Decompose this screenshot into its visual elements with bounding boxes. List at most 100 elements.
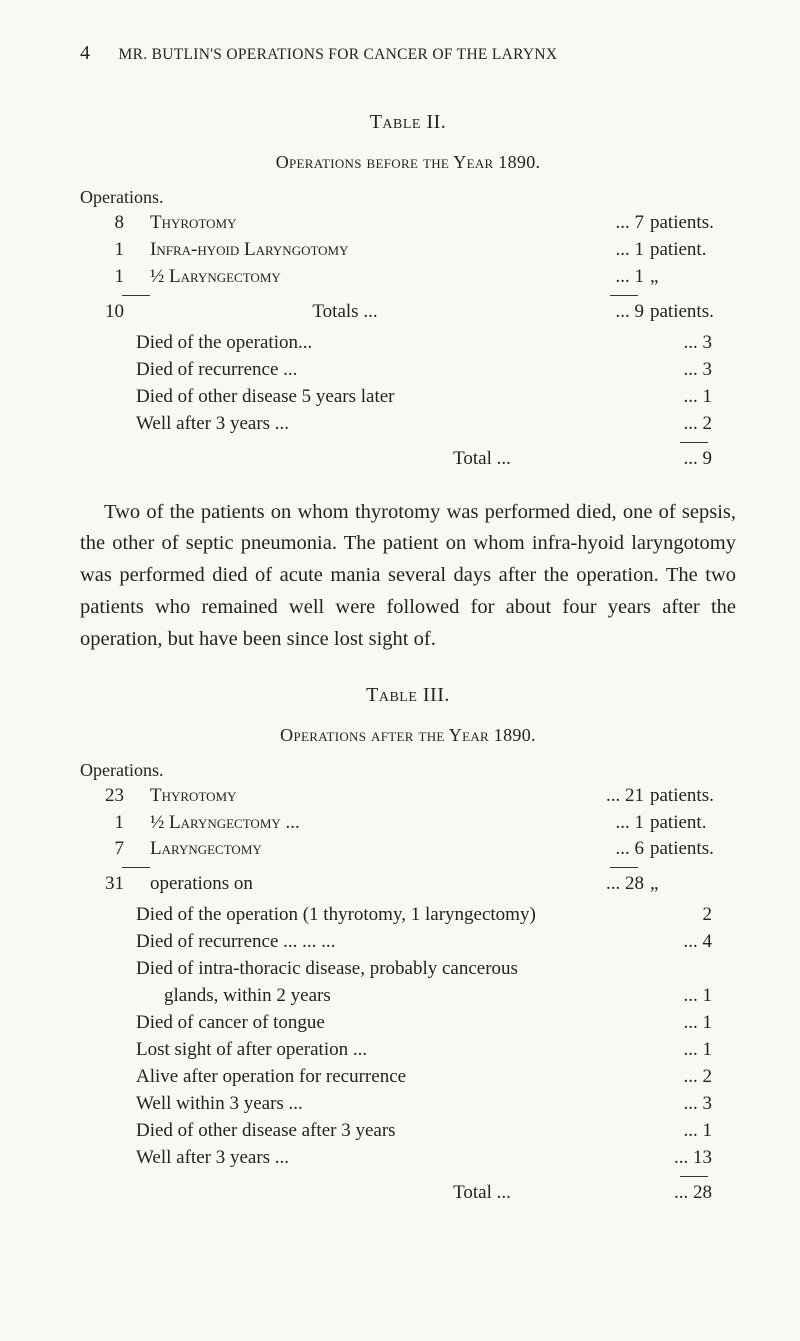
op-count: 23: [80, 783, 150, 810]
op-name: ½ Laryngectomy: [150, 264, 600, 291]
table2-subtitle: Operations before the Year 1890.: [80, 152, 736, 173]
totals-rn: ... 28: [600, 871, 644, 898]
running-head: MR. BUTLIN'S OPERATIONS FOR CANCER OF TH…: [119, 46, 558, 64]
op-result-n: ... 21: [600, 783, 644, 810]
totals-rw: „: [644, 871, 736, 898]
table3-subtitle: Operations after the Year 1890.: [80, 725, 736, 746]
total-label: Total ...: [136, 446, 668, 473]
op-result-w: patient.: [644, 810, 736, 837]
outcome-label: Died of other disease after 3 years: [136, 1118, 668, 1145]
op-result-w: „: [644, 264, 736, 291]
body-paragraph: Two of the patients on whom thyrotomy wa…: [80, 497, 736, 656]
outcome-n: ... 1: [668, 384, 712, 411]
op-name: Laryngectomy: [150, 836, 600, 863]
grand-total-row: Total ... ... 28: [80, 1180, 736, 1207]
outcome-label: Lost sight of after operation ...: [136, 1037, 668, 1064]
totals-rn: ... 9: [600, 299, 644, 326]
outcome-row: Died of intra-thoracic disease, probably…: [80, 956, 736, 983]
rule-pair: [80, 291, 736, 299]
op-result-n: ... 1: [600, 810, 644, 837]
op-result-w: patients.: [644, 210, 736, 237]
totals-rw: patients.: [644, 299, 736, 326]
table2-title: Table II.: [80, 111, 736, 134]
total-label: Total ...: [136, 1180, 668, 1207]
rule-pair: [80, 863, 736, 871]
page-number: 4: [80, 42, 91, 65]
outcome-row: Well after 3 years ... ... 2: [80, 411, 736, 438]
totals-n: 10: [80, 299, 150, 326]
outcome-label: Died of the operation (1 thyrotomy, 1 la…: [136, 902, 668, 929]
op-result-n: ... 7: [600, 210, 644, 237]
outcome-n: ... 1: [668, 1010, 712, 1037]
outcome-label: glands, within 2 years: [136, 983, 668, 1010]
outcome-row: Alive after operation for recurrence ...…: [80, 1064, 736, 1091]
op-name: Thyrotomy: [150, 210, 600, 237]
outcome-row: Died of the operation... ... 3: [80, 330, 736, 357]
outcome-n: 2: [668, 902, 712, 929]
outcome-label: Well after 3 years ...: [136, 1145, 668, 1172]
op-count: 8: [80, 210, 150, 237]
totals-row: 10 Totals ... ... 9 patients.: [80, 299, 736, 326]
totals-label: operations on: [150, 871, 600, 898]
outcome-row: glands, within 2 years ... 1: [80, 983, 736, 1010]
sum-rule-left: [122, 867, 150, 868]
table3-title: Table III.: [80, 684, 736, 707]
op-count: 1: [80, 264, 150, 291]
outcome-n: ... 4: [668, 929, 712, 956]
op-result-w: patients.: [644, 836, 736, 863]
sum-rule: [680, 442, 708, 443]
outcome-label: Died of recurrence ... ... ...: [136, 929, 668, 956]
op-name: Infra-hyoid Laryngotomy: [150, 237, 600, 264]
outcome-label: Died of the operation...: [136, 330, 668, 357]
table-row: 8 Thyrotomy ... 7 patients.: [80, 210, 736, 237]
op-result-n: ... 6: [600, 836, 644, 863]
outcome-label: Alive after operation for recurrence: [136, 1064, 668, 1091]
outcome-row: Died of the operation (1 thyrotomy, 1 la…: [80, 902, 736, 929]
outcome-n: ... 2: [668, 1064, 712, 1091]
total-n: ... 9: [668, 446, 712, 473]
outcome-row: Lost sight of after operation ... ... 1: [80, 1037, 736, 1064]
outcome-row: Died of recurrence ... ... 3: [80, 357, 736, 384]
table-row: 7 Laryngectomy ... 6 patients.: [80, 836, 736, 863]
table2-body: 8 Thyrotomy ... 7 patients. 1 Infra-hyoi…: [80, 210, 736, 473]
outcome-n: ... 2: [668, 411, 712, 438]
outcome-label: Died of other disease 5 years later: [136, 384, 668, 411]
table2-ops-label: Operations.: [80, 187, 736, 208]
page: 4 MR. BUTLIN'S OPERATIONS FOR CANCER OF …: [0, 0, 800, 1341]
outcome-row: Died of recurrence ... ... ... ... 4: [80, 929, 736, 956]
table-row: 1 Infra-hyoid Laryngotomy ... 1 patient.: [80, 237, 736, 264]
outcome-row: Died of other disease 5 years later ... …: [80, 384, 736, 411]
outcome-n: [668, 956, 712, 983]
table-row: 1 ½ Laryngectomy ... 1 „: [80, 264, 736, 291]
op-result-n: ... 1: [600, 264, 644, 291]
op-result-n: ... 1: [600, 237, 644, 264]
outcome-label: Well after 3 years ...: [136, 411, 668, 438]
table-row: 1 ½ Laryngectomy ... ... 1 patient.: [80, 810, 736, 837]
outcome-n: ... 3: [668, 330, 712, 357]
outcome-n: ... 1: [668, 1037, 712, 1064]
sum-rule-right: [610, 867, 638, 868]
sum-rule-left: [122, 295, 150, 296]
grand-total-row: Total ... ... 9: [80, 446, 736, 473]
table-row: 23 Thyrotomy ... 21 patients.: [80, 783, 736, 810]
outcome-label: Well within 3 years ...: [136, 1091, 668, 1118]
op-name: Thyrotomy: [150, 783, 600, 810]
op-name: ½ Laryngectomy ...: [150, 810, 600, 837]
outcome-row: Died of other disease after 3 years ... …: [80, 1118, 736, 1145]
totals-label: Totals ...: [150, 299, 600, 326]
outcome-n: ... 1: [668, 983, 712, 1010]
outcome-n: ... 3: [668, 357, 712, 384]
table3-ops-label: Operations.: [80, 760, 736, 781]
op-count: 1: [80, 810, 150, 837]
op-result-w: patients.: [644, 783, 736, 810]
outcome-label: Died of cancer of tongue: [136, 1010, 668, 1037]
op-count: 7: [80, 836, 150, 863]
op-result-w: patient.: [644, 237, 736, 264]
outcome-row: Well after 3 years ... ... 13: [80, 1145, 736, 1172]
page-header: 4 MR. BUTLIN'S OPERATIONS FOR CANCER OF …: [80, 42, 736, 65]
sum-rule-right: [610, 295, 638, 296]
outcome-label: Died of recurrence ...: [136, 357, 668, 384]
outcome-n: ... 13: [668, 1145, 712, 1172]
op-count: 1: [80, 237, 150, 264]
outcome-n: ... 1: [668, 1118, 712, 1145]
